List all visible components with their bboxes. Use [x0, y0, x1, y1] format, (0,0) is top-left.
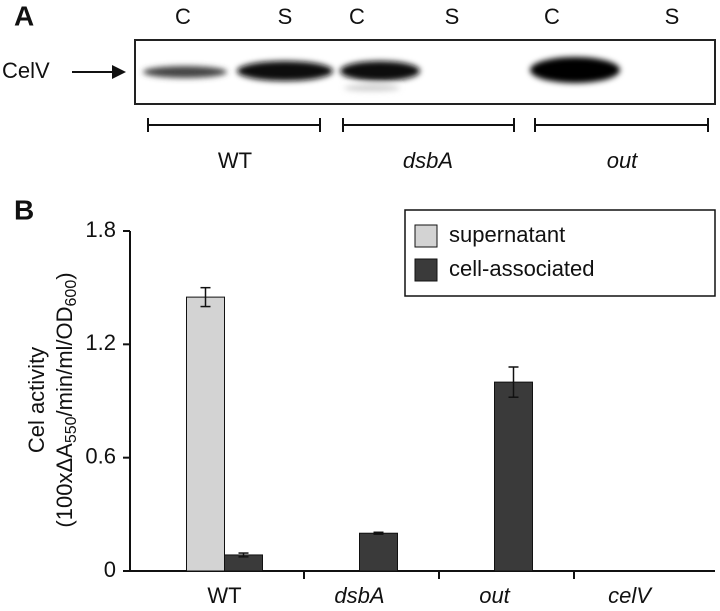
- y-axis-label: Cel activity: [24, 347, 49, 453]
- blot-bands: [143, 57, 620, 91]
- legend-swatch: [414, 224, 438, 248]
- bar: [186, 296, 225, 572]
- lane-label: C: [175, 4, 191, 29]
- legend-box: [404, 209, 716, 297]
- y-tick-label: 1.8: [85, 217, 116, 242]
- error-bar: [508, 366, 519, 398]
- panel-label: B: [14, 194, 34, 225]
- lane-label: S: [665, 4, 680, 29]
- x-tick-label: WT: [207, 583, 241, 608]
- units-subscript: 550: [63, 416, 80, 443]
- legend-label: cell-associated: [449, 256, 595, 281]
- lane-label: C: [349, 4, 365, 29]
- bar: [494, 381, 533, 572]
- x-tick-label: dsbA: [334, 583, 384, 608]
- units-part: ): [52, 272, 77, 279]
- units-part: /min/ml/OD: [52, 306, 77, 416]
- group-label: out: [607, 148, 638, 173]
- error-bar: [238, 552, 249, 558]
- bar: [359, 532, 398, 572]
- legend-swatch: [414, 258, 438, 282]
- lane-label: C: [544, 4, 560, 29]
- x-tick-label: celV: [608, 583, 653, 608]
- error-bar: [200, 286, 211, 308]
- arrow-head: [112, 65, 126, 79]
- group-label: dsbA: [403, 148, 453, 173]
- x-tick-label: out: [479, 583, 510, 608]
- y-tick-label: 1.2: [85, 330, 116, 355]
- legend-label: supernatant: [449, 222, 565, 247]
- panel-label: A: [14, 0, 34, 31]
- y-tick-label: 0.6: [85, 443, 116, 468]
- y-axis-units: (100xΔA550/min/ml/OD600): [52, 272, 80, 527]
- units-subscript: 600: [63, 280, 80, 307]
- brackets: [147, 118, 709, 132]
- error-bar: [373, 531, 384, 535]
- lane-label: S: [278, 4, 293, 29]
- lane-label: S: [445, 4, 460, 29]
- protein-label: CelV: [2, 58, 50, 83]
- units-part: (100xΔA: [52, 443, 77, 528]
- group-label: WT: [218, 148, 252, 173]
- y-tick-label: 0: [104, 557, 116, 582]
